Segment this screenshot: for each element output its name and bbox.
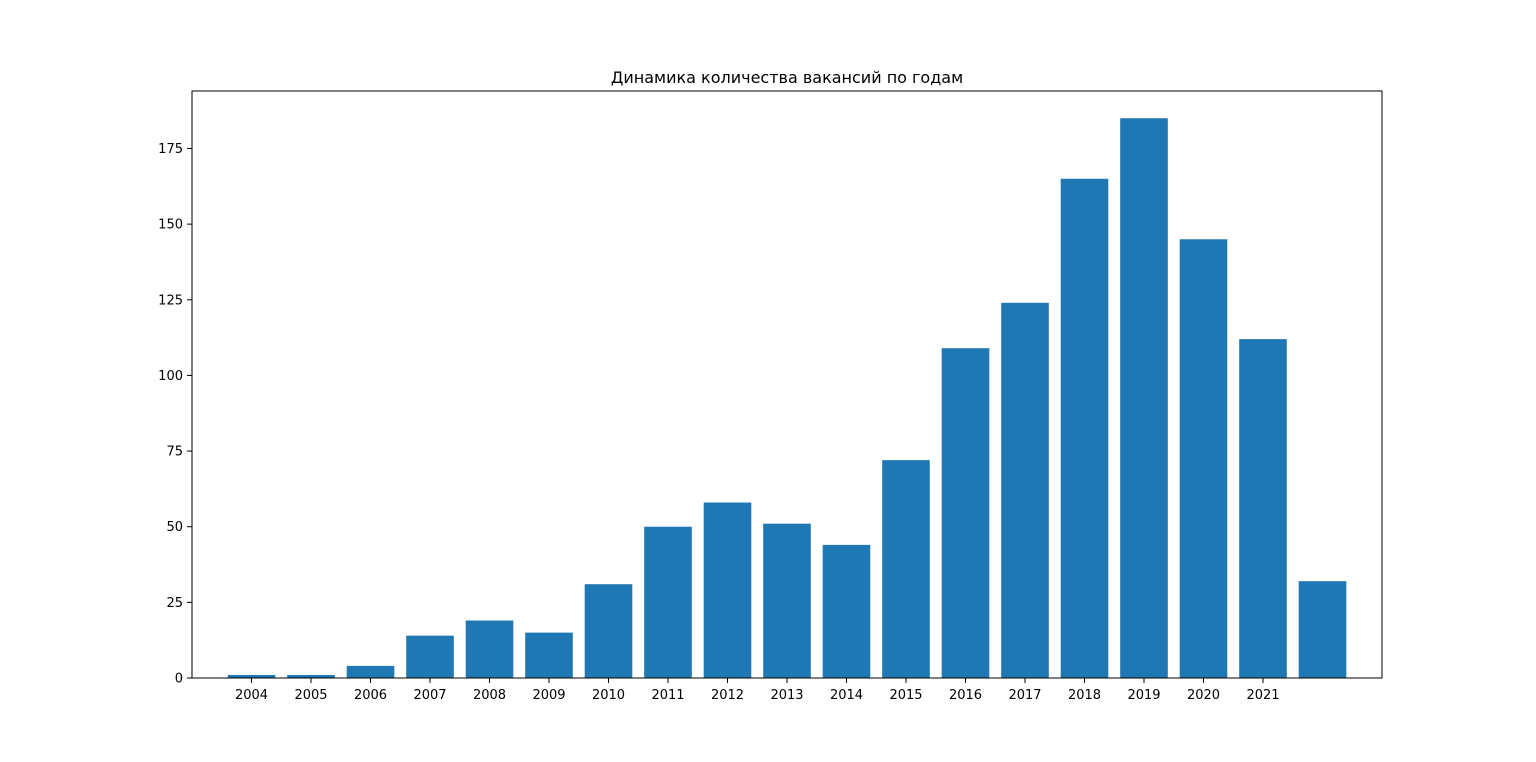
- x-tick-label: 2010: [592, 688, 625, 703]
- y-tick-label: 25: [166, 596, 183, 611]
- y-tick-label: 150: [158, 218, 183, 233]
- x-tick-label: 2011: [651, 688, 684, 703]
- x-tick-label: 2004: [235, 688, 268, 703]
- bar: [882, 460, 930, 678]
- bars-group: [227, 118, 1347, 679]
- x-tick-label: 2019: [1127, 688, 1160, 703]
- x-axis: 2004 2005 2006 2007 2008 2009 2010 2011 2012 2013…: [235, 678, 1280, 703]
- bar: [941, 348, 990, 678]
- x-tick-label: 2005: [294, 688, 327, 703]
- x-tick-label: 2006: [354, 688, 387, 703]
- bar: [1239, 339, 1287, 678]
- x-tick-label: 2017: [1008, 688, 1041, 703]
- bar: [406, 635, 454, 678]
- x-tick-label: 2020: [1187, 688, 1220, 703]
- y-tick-label: 175: [158, 142, 183, 157]
- bar: [584, 584, 633, 678]
- bar: [703, 502, 752, 678]
- x-tick-label: 2012: [711, 688, 744, 703]
- bar: [644, 526, 692, 678]
- x-tick-label: 2014: [830, 688, 863, 703]
- y-axis: 0 25 50 75 100 125 150 175: [158, 142, 192, 687]
- bar: [1298, 581, 1347, 678]
- chart-title: Динамика количества вакансий по годам: [611, 68, 963, 87]
- bar: [287, 674, 335, 678]
- bar: [822, 544, 871, 678]
- x-tick-label: 2018: [1068, 688, 1101, 703]
- bar: [465, 620, 514, 678]
- bar: [1179, 239, 1228, 678]
- y-tick-label: 75: [166, 445, 183, 460]
- bar: [1001, 302, 1049, 678]
- y-tick-label: 50: [166, 520, 183, 535]
- y-tick-label: 125: [158, 293, 183, 308]
- bar: [227, 674, 276, 678]
- bar: [525, 632, 573, 678]
- x-tick-label: 2021: [1246, 688, 1279, 703]
- bar: [1060, 178, 1109, 678]
- x-tick-label: 2007: [413, 688, 446, 703]
- x-tick-label: 2015: [889, 688, 922, 703]
- y-tick-label: 100: [158, 369, 183, 384]
- x-tick-label: 2009: [532, 688, 565, 703]
- y-tick-label: 0: [175, 672, 183, 687]
- x-tick-label: 2013: [770, 688, 803, 703]
- x-tick-label: 2016: [949, 688, 982, 703]
- bar: [763, 523, 811, 678]
- bar: [346, 665, 395, 678]
- plot-frame: [191, 90, 1383, 679]
- bar: [1120, 118, 1168, 679]
- x-tick-label: 2008: [473, 688, 506, 703]
